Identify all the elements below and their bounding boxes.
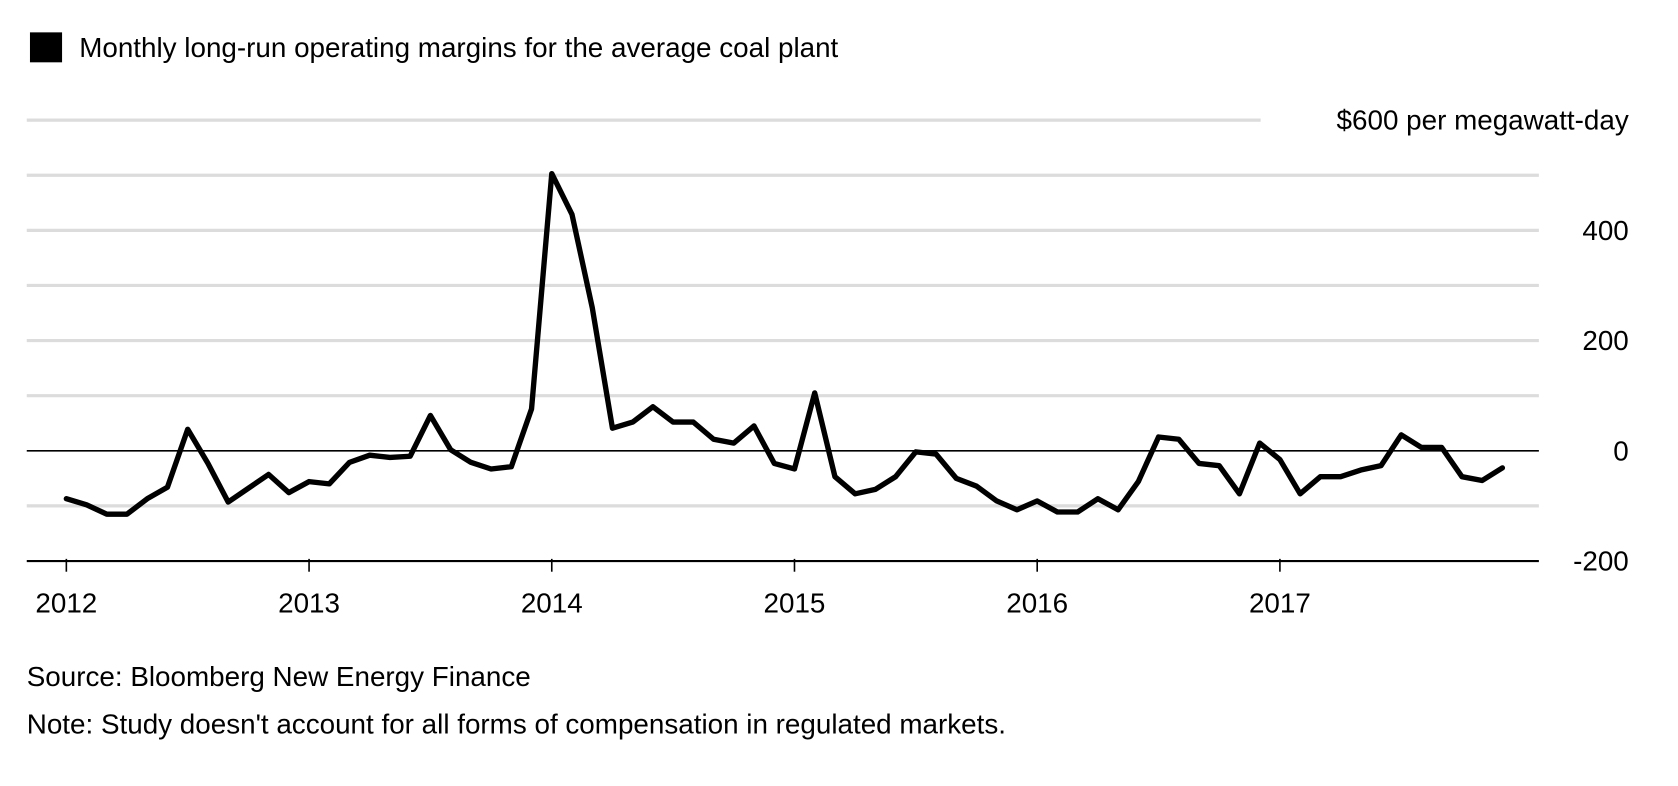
x-tick-label: 2014 <box>521 587 583 618</box>
y-tick-label: $600 per megawatt-day <box>1337 105 1629 136</box>
y-tick-label: 400 <box>1582 215 1628 246</box>
y-tick-label: -200 <box>1573 546 1629 577</box>
x-tick-label: 2015 <box>764 587 826 618</box>
note-text: Note: Study doesn't account for all form… <box>27 708 1006 739</box>
legend-swatch <box>29 32 63 63</box>
legend-label: Monthly long-run operating margins for t… <box>79 32 838 63</box>
series-points <box>66 173 1503 515</box>
source-text: Source: Bloomberg New Energy Finance <box>27 661 531 692</box>
y-tick-label: 200 <box>1582 325 1628 356</box>
x-tick-label: 2012 <box>35 587 97 618</box>
x-tick-label: 2017 <box>1249 587 1311 618</box>
y-tick-label: 0 <box>1613 435 1628 466</box>
series-line <box>63 170 1506 517</box>
x-tick-label: 2013 <box>278 587 340 618</box>
x-tick-label: 2016 <box>1006 587 1068 618</box>
